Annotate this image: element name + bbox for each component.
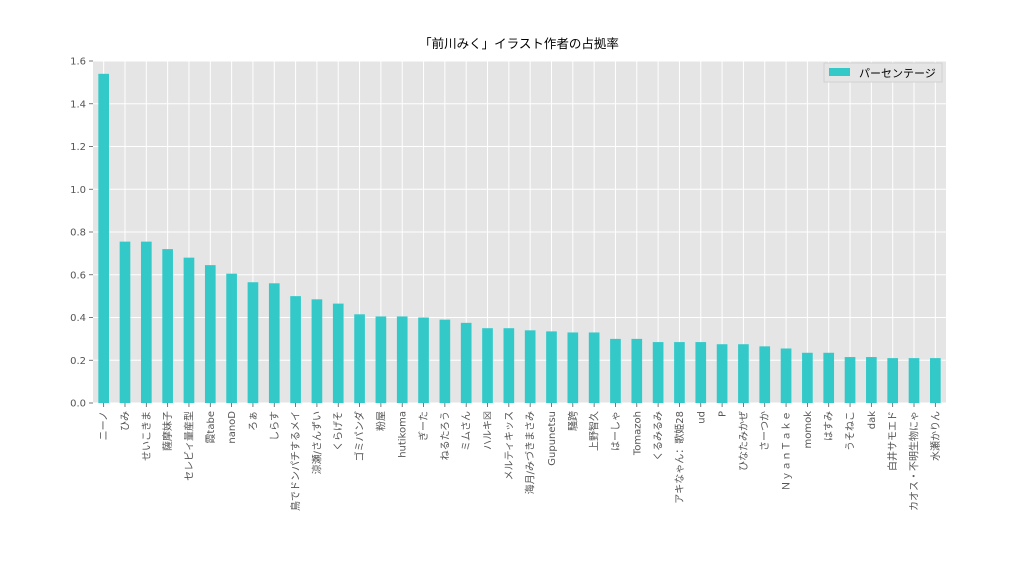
bar	[844, 357, 856, 403]
x-tick-label: ぎーた	[417, 411, 430, 441]
x-tick-label: nanoD	[227, 411, 238, 444]
x-tick-label: さーつか	[759, 411, 771, 451]
bar	[418, 317, 429, 403]
bar	[631, 338, 643, 403]
bar	[354, 314, 365, 403]
y-tick-label: 0.6	[70, 270, 86, 281]
x-tick-label: 水瀬かりん	[930, 411, 942, 461]
x-tick-label: くるみるみ	[653, 411, 665, 461]
legend-label: パーセンテージ	[859, 67, 936, 80]
bar	[332, 303, 344, 403]
x-tick-label: 騒跨	[567, 411, 579, 431]
bar	[247, 282, 259, 403]
bar	[204, 265, 216, 403]
x-tick-label: カオス・不明生物にゃ	[908, 411, 921, 511]
x-tick-label: ハルキ☒	[483, 411, 494, 450]
legend-swatch	[829, 68, 850, 76]
bar	[567, 332, 579, 403]
bar	[140, 241, 152, 403]
x-tick-label: はすみ	[823, 411, 835, 441]
x-tick-label: Tomazoh	[632, 411, 643, 456]
x-tick-label: ミムさん	[461, 411, 473, 451]
bar	[780, 348, 792, 403]
x-tick-label: 霞tabe	[205, 411, 217, 444]
bar	[866, 357, 877, 403]
x-tick-label: 涼瀬/さんずい	[310, 411, 323, 474]
x-tick-label: せいこきま	[141, 411, 153, 461]
y-tick-label: 1.0	[70, 185, 86, 196]
x-tick-label: ud	[696, 411, 707, 424]
bar	[930, 358, 941, 403]
bar	[439, 319, 451, 403]
bar	[162, 249, 173, 403]
y-tick-label: 0.0	[70, 399, 86, 410]
bar	[887, 358, 899, 403]
x-tick-label: P	[718, 411, 729, 417]
x-tick-label: しらす	[269, 411, 281, 441]
bar	[610, 338, 621, 403]
bar	[290, 296, 301, 403]
x-tick-label: 鳥でドンパチするメイ	[289, 411, 302, 511]
x-tick-label: ひみ	[120, 411, 131, 431]
y-tick-label: 0.4	[70, 313, 86, 324]
x-tick-label: dak	[867, 411, 878, 429]
x-tick-label: ねるたろう	[439, 411, 451, 460]
x-tick-label: Gupunetsu	[547, 411, 558, 466]
bar	[738, 344, 749, 403]
x-tick-label: 薩摩妹子	[161, 411, 174, 451]
bar	[524, 330, 536, 403]
bar	[503, 328, 515, 403]
x-tick-label: 海月/みづきまさみ	[524, 411, 537, 494]
bar	[588, 332, 600, 403]
x-tick-label: セレビィ量産型	[182, 411, 195, 481]
bar	[823, 352, 835, 403]
x-axis: ニーノ ひみ せいこきま 薩摩妹子 セレビィ量産型 霞tabe nanoD ろぁ しらす 鳥でドン…	[99, 403, 942, 511]
bar	[396, 316, 408, 403]
legend: パーセンテージ	[823, 62, 943, 83]
bar	[98, 73, 109, 403]
y-tick-label: 1.4	[70, 99, 86, 110]
x-tick-label: ゴミパンダ	[353, 411, 366, 462]
bar	[119, 241, 131, 403]
legend-box	[823, 62, 943, 83]
bar	[546, 331, 557, 403]
bar	[716, 344, 728, 403]
x-tick-label: ＮｙａｎＴａｋｅ	[781, 411, 793, 491]
bar	[695, 342, 707, 403]
x-tick-label: ニーノ	[99, 411, 110, 440]
y-tick-label: 0.8	[70, 228, 86, 239]
bar	[802, 352, 813, 403]
bar	[183, 257, 195, 403]
x-tick-label: 上野智久	[588, 411, 601, 451]
x-tick-label: hutikoma	[398, 411, 409, 458]
y-tick-label: 0.2	[70, 356, 86, 367]
x-tick-label: momok	[803, 411, 814, 449]
x-tick-label: ひなたみかぜ	[738, 411, 750, 471]
x-tick-label: 白井サモエド	[886, 411, 899, 471]
x-tick-label: くらげそ	[333, 411, 345, 451]
x-tick-label: アキなゃん：歌姫28	[673, 411, 686, 504]
x-tick-label: 粉屋	[374, 411, 387, 431]
bar	[908, 358, 920, 403]
x-tick-label: はーしゃ	[610, 411, 622, 451]
chart-title: 「前川みく」イラスト作者の占拠率	[419, 36, 619, 51]
y-tick-label: 1.2	[70, 142, 86, 153]
bar	[674, 342, 685, 403]
bar	[311, 299, 323, 403]
bar	[268, 283, 280, 403]
y-tick-label: 1.6	[70, 57, 86, 68]
bar	[460, 322, 472, 403]
x-tick-label: メルティキッス	[504, 411, 515, 480]
bar	[226, 273, 237, 403]
bar	[375, 316, 387, 403]
bar	[652, 342, 664, 403]
x-tick-label: ろぁ	[248, 411, 259, 431]
x-tick-label: うそねこ	[845, 411, 857, 451]
y-axis: 0.0 0.2 0.4 0.6 0.8 1.0 1.2 1.4 1.6	[70, 57, 93, 410]
bar	[759, 346, 771, 403]
bar	[482, 328, 493, 403]
bars	[98, 73, 941, 403]
